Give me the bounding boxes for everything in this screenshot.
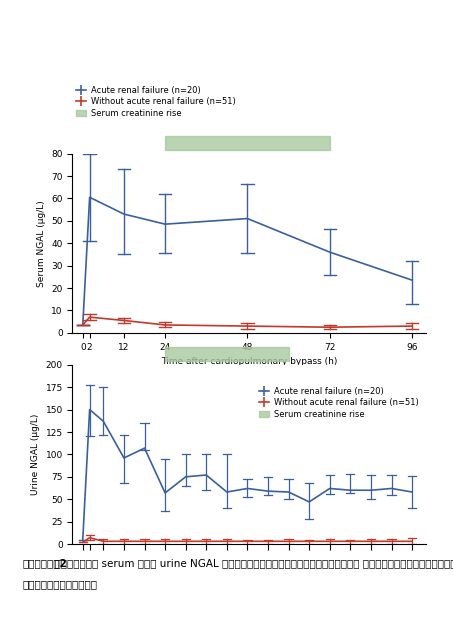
Bar: [165, 347, 289, 361]
Text: รูปที่2: รูปที่2: [23, 558, 67, 568]
Text: ภาวะดังกล่าว: ภาวะดังกล่าว: [23, 579, 98, 589]
Y-axis label: Urine NGAL (µg/L): Urine NGAL (µg/L): [31, 413, 40, 495]
Legend: Acute renal failure (n=20), Without acute renal failure (n=51), Serum creatinine: Acute renal failure (n=20), Without acut…: [73, 83, 239, 121]
Bar: [165, 136, 330, 150]
Legend: Acute renal failure (n=20), Without acute renal failure (n=51), Serum creatinine: Acute renal failure (n=20), Without acut…: [256, 383, 422, 422]
Text: แสดงค่า serum และ urine NGAL ในผู้ป่วยเด็กที่มีภาวะ ไต้วายเปรียบเทียบกับผู้ป่วยท: แสดงค่า serum และ urine NGAL ในผู้ป่วยเด…: [48, 558, 453, 568]
Y-axis label: Serum NGAL (µg/L): Serum NGAL (µg/L): [37, 200, 46, 287]
X-axis label: Time after cardiopulmonary bypass (h): Time after cardiopulmonary bypass (h): [161, 357, 337, 366]
